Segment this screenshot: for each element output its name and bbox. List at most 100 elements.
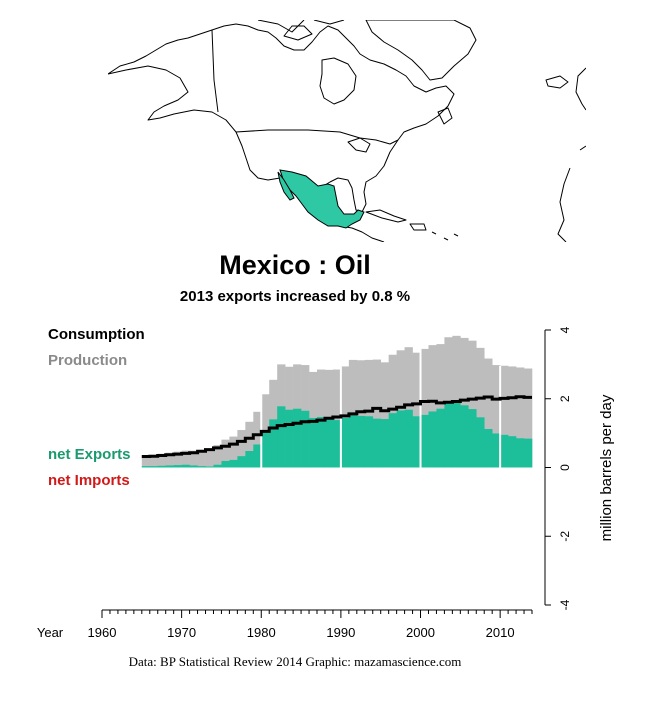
production-bar (189, 450, 198, 468)
net-export-bar (173, 465, 182, 468)
europe-edge (557, 67, 586, 242)
newfoundland (437, 107, 453, 125)
consumption-line (141, 395, 532, 458)
net-export-bar (340, 418, 350, 468)
net-export-bar (476, 417, 485, 468)
production-bar (436, 344, 445, 468)
production-bar (428, 345, 437, 468)
chart-title: Mexico : Oil (219, 250, 371, 280)
production-bar (420, 348, 429, 468)
production-bar (372, 359, 382, 468)
production-bar (508, 366, 517, 468)
x-tick-label: 2000 (406, 625, 435, 640)
baja-california (277, 171, 295, 201)
production-bar (157, 453, 167, 468)
legend-net-imports: net Imports (48, 472, 130, 489)
hudson-bay (319, 57, 357, 105)
net-export-bar (309, 418, 318, 468)
production-bar (253, 411, 262, 468)
net-export-bar (221, 460, 230, 468)
net-export-bar (165, 465, 174, 468)
production-bar (141, 455, 151, 468)
net-export-bar (293, 408, 302, 468)
net-export-bar (285, 409, 294, 468)
net-export-bar (189, 465, 198, 468)
net-export-bar (149, 466, 159, 468)
production-bar (229, 436, 238, 468)
net-export-bar (380, 419, 389, 468)
production-bar (213, 445, 222, 468)
production-bar (492, 365, 501, 468)
net-export-bar (508, 436, 517, 468)
net-export-bar (460, 405, 469, 468)
caribbean-islands (431, 231, 459, 241)
production-bar (460, 337, 469, 468)
net-export-bar (205, 466, 214, 468)
y-tick-label: -2 (558, 531, 572, 542)
net-export-bar (253, 444, 262, 468)
production-bar (468, 340, 477, 468)
production-bar (396, 350, 405, 468)
iceland (545, 75, 569, 89)
net-export-bars (141, 401, 533, 468)
net-export-bar (404, 409, 413, 468)
net-export-bar (332, 420, 342, 468)
net-export-bar (412, 416, 421, 468)
x-tick-label: 2010 (486, 625, 515, 640)
central-america (339, 225, 385, 242)
production-bar (237, 430, 246, 468)
x-tick-label: 1980 (247, 625, 276, 640)
north-america-map (108, 20, 586, 242)
legend-net-exports: net Exports (48, 446, 131, 463)
production-bar (500, 365, 509, 468)
net-export-bar (468, 409, 477, 468)
production-bar (332, 369, 342, 468)
production-bar (484, 358, 493, 468)
net-export-bar (317, 416, 326, 468)
legend-production: Production (48, 352, 128, 369)
net-export-bar (237, 456, 246, 468)
production-bar (516, 367, 525, 468)
net-export-bar (492, 433, 501, 468)
production-bar (165, 452, 174, 468)
production-bar (380, 362, 389, 468)
net-export-bar (229, 459, 238, 468)
net-export-bar (245, 451, 254, 468)
net-export-bar (452, 401, 461, 468)
production-bar (404, 347, 413, 468)
net-export-bar (213, 464, 222, 468)
greenland (365, 20, 477, 81)
net-export-bar (277, 406, 286, 468)
production-bar (388, 354, 397, 468)
net-export-bar (500, 434, 509, 468)
net-export-bar (364, 416, 374, 468)
production-bar (245, 421, 254, 468)
net-export-bar (516, 438, 525, 468)
y-axis: -4 -2 0 2 4 (544, 326, 572, 610)
production-bar (356, 360, 366, 468)
x-tick-label: 1960 (88, 625, 117, 640)
y-tick-label: 0 (558, 464, 572, 471)
net-export-bar (436, 408, 445, 468)
hispaniola (409, 223, 427, 231)
net-export-bar (372, 418, 382, 468)
production-bar (412, 352, 421, 468)
net-export-bar (444, 402, 453, 468)
production-bar (205, 448, 214, 468)
net-export-bar (524, 438, 533, 468)
mexico-highlight (279, 169, 365, 229)
net-export-bar (197, 466, 206, 468)
net-export-bar (348, 413, 358, 468)
production-bar (149, 454, 159, 468)
source-credit: Data: BP Statistical Review 2014 Graphic… (128, 654, 462, 669)
net-export-bar (301, 410, 310, 468)
chart-subtitle: 2013 exports increased by 0.8 % (179, 288, 411, 305)
net-export-bar (141, 466, 151, 468)
cuba (365, 209, 407, 223)
net-export-bar (484, 429, 493, 468)
net-export-bar (428, 411, 437, 468)
arctic-islands (257, 20, 345, 41)
production-bar (476, 347, 485, 468)
production-bar (364, 359, 374, 468)
